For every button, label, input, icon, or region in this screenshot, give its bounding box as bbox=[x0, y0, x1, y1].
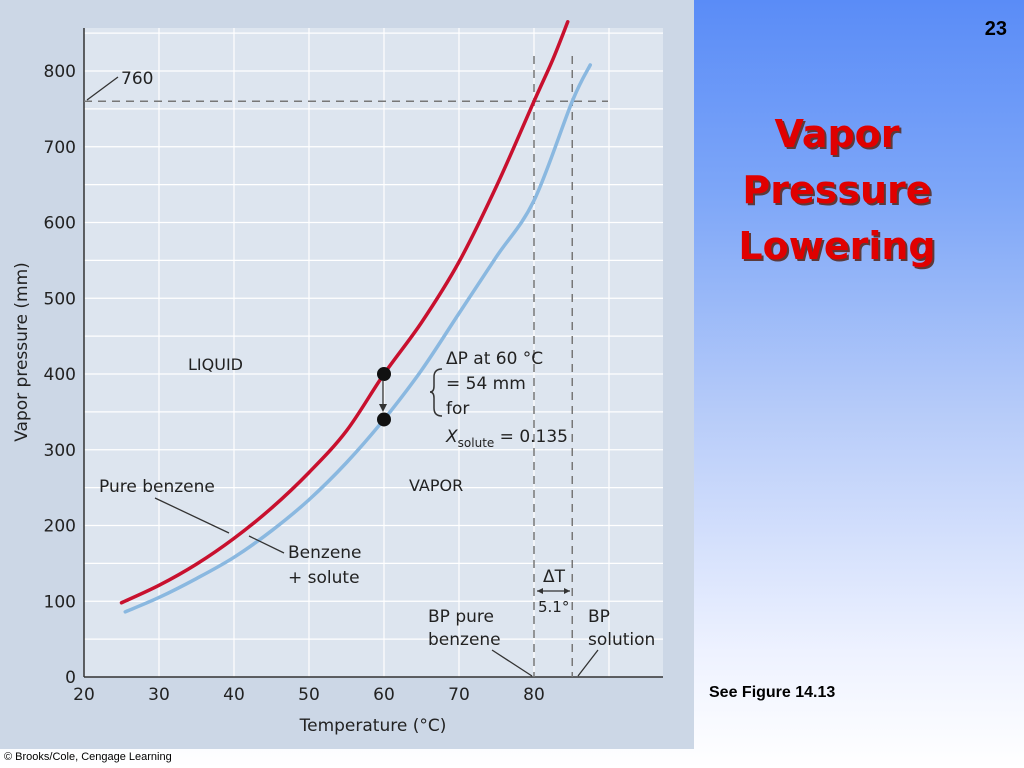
title-line-2: Pressure bbox=[742, 168, 932, 212]
grid-layer bbox=[83, 28, 663, 678]
title-line-3: Lowering bbox=[738, 224, 936, 268]
series-line-pure-benzene bbox=[119, 20, 570, 605]
y-tick-label: 600 bbox=[44, 214, 76, 234]
x-tick-label: 20 bbox=[73, 685, 95, 705]
y-tick-label: 200 bbox=[44, 517, 76, 537]
label-dp-line4: Xsolute = 0.135 bbox=[445, 427, 568, 450]
delta-t-arrowhead-left bbox=[537, 588, 543, 594]
label-delta-t-value: 5.1° bbox=[538, 598, 569, 616]
label-vapor: VAPOR bbox=[409, 476, 463, 495]
y-tick-label: 300 bbox=[44, 441, 76, 461]
dp-arrowhead bbox=[379, 404, 387, 412]
label-bp-pure-1: BP pure bbox=[428, 607, 494, 627]
x-axis-label: Temperature (°C) bbox=[299, 716, 447, 736]
label-760: 760 bbox=[121, 69, 153, 89]
plot-area bbox=[84, 28, 663, 677]
label-benzene-solute-1: Benzene bbox=[288, 543, 362, 563]
y-tick-label: 0 bbox=[65, 668, 76, 688]
curves-layer bbox=[119, 20, 592, 614]
label-liquid: LIQUID bbox=[188, 355, 243, 374]
y-tick-label: 500 bbox=[44, 289, 76, 309]
y-tick-label: 400 bbox=[44, 365, 76, 385]
label-pure-benzene: Pure benzene bbox=[99, 477, 215, 497]
label-dp-line1: ΔP at 60 °C bbox=[446, 349, 543, 369]
brace bbox=[429, 368, 443, 417]
series-line-benzene-solute bbox=[123, 63, 592, 614]
leader-bp-pure bbox=[491, 649, 533, 677]
label-delta-t: ΔT bbox=[543, 567, 566, 587]
label-x-subscript: solute bbox=[458, 436, 495, 450]
point-pure-60c bbox=[377, 367, 391, 381]
vapor-pressure-chart: 20 30 40 50 60 70 800100200300400500600700800 … bbox=[12, 20, 663, 736]
y-axis-label: Vapor pressure (mm) bbox=[12, 262, 32, 442]
y-tick-label: 100 bbox=[44, 592, 76, 612]
leader-760 bbox=[86, 76, 119, 101]
reference-lines-layer bbox=[84, 56, 608, 677]
label-bp-solution-2: solution bbox=[588, 630, 655, 650]
x-tick-label: 50 bbox=[298, 685, 320, 705]
leader-bp-solution bbox=[577, 649, 599, 677]
figure-reference: See Figure 14.13 bbox=[709, 684, 836, 701]
label-dp-line2: = 54 mm bbox=[446, 374, 526, 394]
slide-title: Vapor Pressure Lowering bbox=[712, 106, 962, 274]
y-tick-label: 800 bbox=[44, 62, 76, 82]
figure-panel: 20 30 40 50 60 70 80 0 100 200 300 400 500 600 700 800 … bbox=[0, 0, 694, 749]
label-bp-pure-2: benzene bbox=[428, 630, 501, 650]
title-line-1: Vapor bbox=[774, 112, 900, 156]
label-benzene-solute-2: + solute bbox=[288, 568, 360, 588]
x-tick-label: 70 bbox=[448, 685, 470, 705]
delta-t-arrowhead-right bbox=[564, 588, 570, 594]
slide-number: 23 bbox=[984, 18, 1007, 40]
x-tick-label: 30 bbox=[148, 685, 170, 705]
x-tick-label: 40 bbox=[223, 685, 245, 705]
label-x-symbol: X bbox=[445, 427, 458, 447]
leader-pure-benzene bbox=[154, 497, 230, 534]
y-tick-label: 700 bbox=[44, 138, 76, 158]
annotations-layer bbox=[377, 367, 391, 427]
x-tick-label: 80 bbox=[523, 685, 545, 705]
label-x-value: = 0.135 bbox=[494, 427, 568, 447]
point-solution-60c bbox=[377, 412, 391, 427]
copyright-notice: © Brooks/Cole, Cengage Learning bbox=[4, 751, 172, 763]
label-bp-solution-1: BP bbox=[588, 607, 610, 627]
leader-benzene-solute bbox=[248, 535, 285, 554]
label-dp-line3: for bbox=[446, 399, 469, 419]
x-tick-label: 60 bbox=[373, 685, 395, 705]
